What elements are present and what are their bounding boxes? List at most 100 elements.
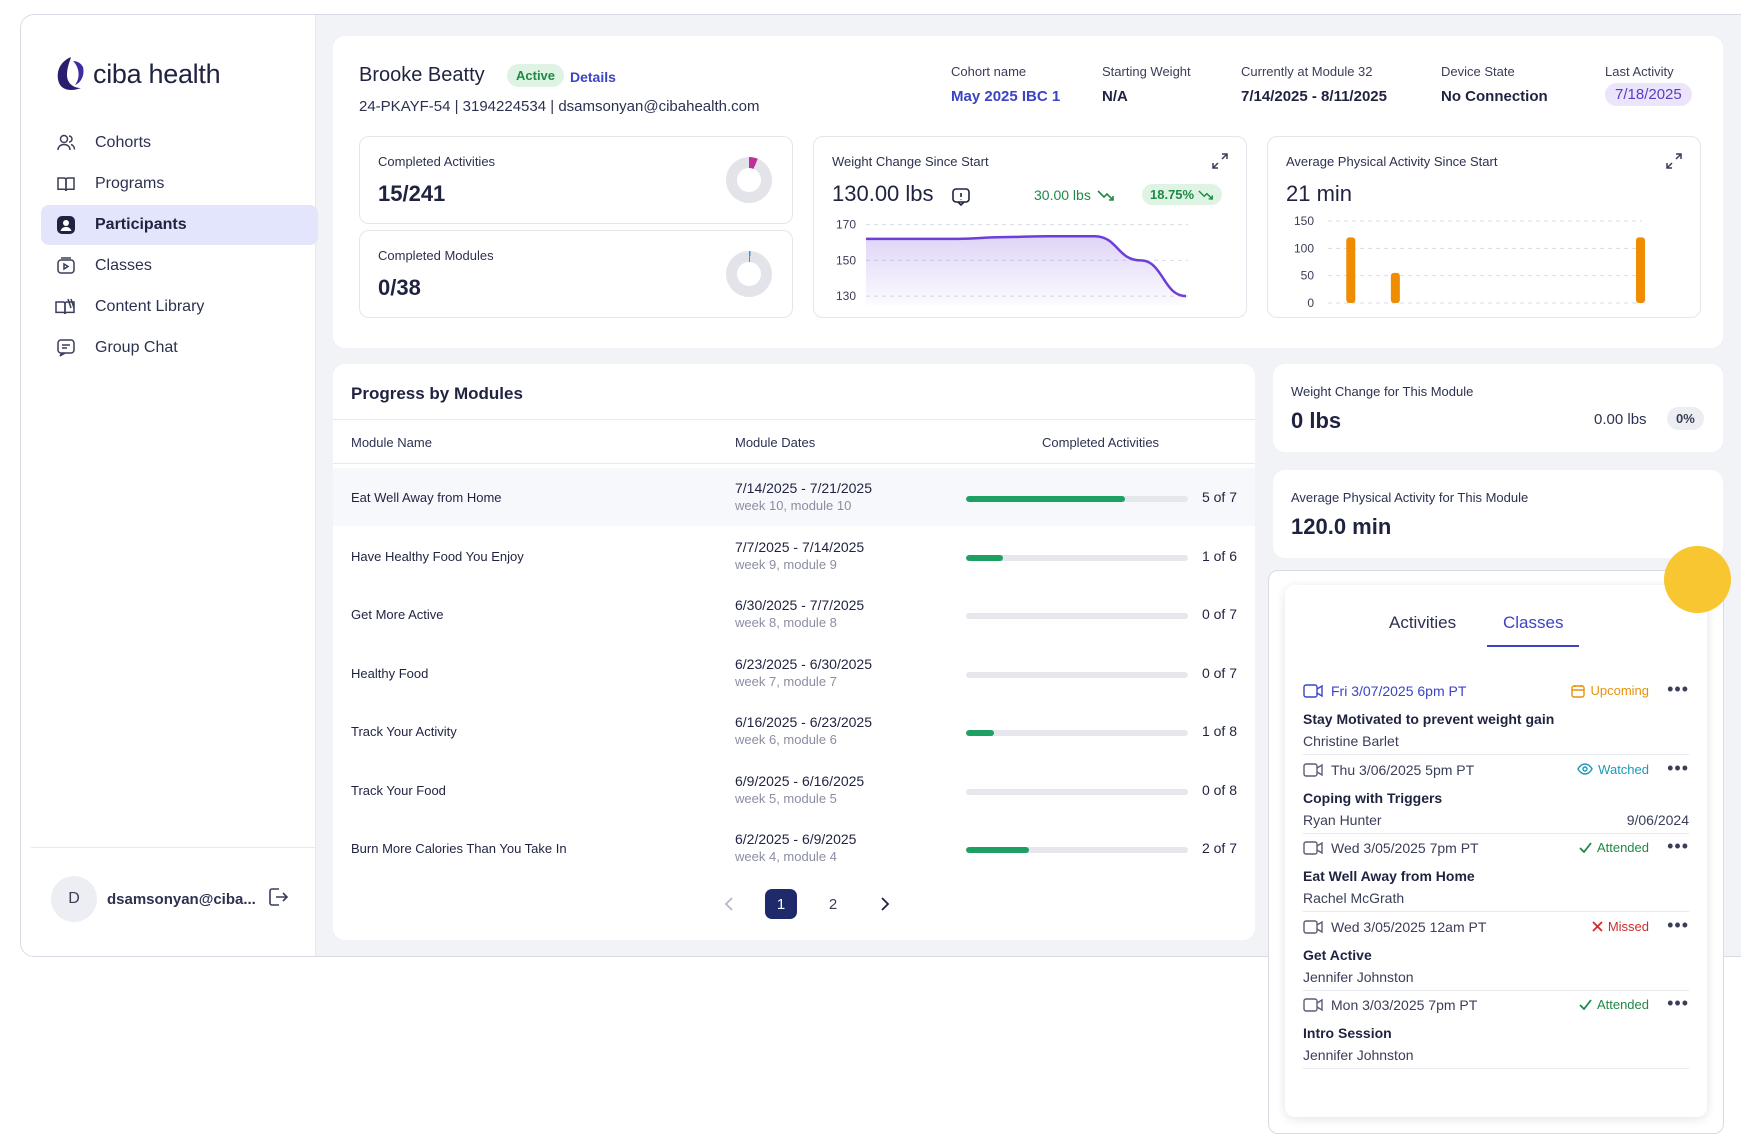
more-options-icon[interactable]: ••• (1667, 914, 1689, 935)
device-state-value: No Connection (1441, 88, 1548, 105)
completed-activities-label: Completed Activities (378, 154, 496, 169)
book-icon (55, 173, 77, 195)
module-week: week 8, module 8 (735, 615, 837, 630)
more-options-icon[interactable]: ••• (1667, 679, 1689, 699)
class-item[interactable]: Fri 3/07/2025 6pm PT Upcoming ••• Stay M… (1303, 669, 1689, 755)
module-week: week 9, module 9 (735, 556, 837, 572)
module-dates: 6/9/2025 - 6/16/2025 week 5, module 5 (735, 773, 864, 806)
logo[interactable]: ciba health (51, 55, 221, 93)
more-options-icon[interactable]: ••• (1667, 757, 1689, 778)
expand-icon[interactable] (1212, 153, 1228, 174)
ciba-logo-icon (57, 57, 84, 91)
module-progress-bar (966, 554, 1188, 561)
chevron-left-icon (724, 897, 733, 911)
table-row[interactable]: Healthy Food 6/23/2025 - 6/30/2025 week … (333, 644, 1255, 702)
sidebar-item-label: Participants (95, 216, 187, 233)
table-row[interactable]: Track Your Food 6/9/2025 - 6/16/2025 wee… (333, 761, 1255, 819)
sidebar-item-label: Content Library (95, 298, 205, 315)
class-date-row: Wed 3/05/2025 7pm PT (1303, 840, 1479, 856)
classes-popup: Activities Classes Fri 3/07/2025 6pm PT … (1285, 585, 1707, 1117)
more-options-icon[interactable]: ••• (1667, 993, 1689, 1013)
class-host: Christine Barlet (1303, 733, 1399, 749)
weight-change-card: Weight Change Since Start 130.00 lbs 30.… (813, 136, 1247, 318)
class-status-label: Attended (1596, 997, 1649, 1012)
y-tick-label: 130 (836, 289, 856, 303)
sidebar-item-content-library[interactable]: Content Library (41, 287, 318, 327)
progress-by-modules: Progress by Modules Module Name Module D… (333, 364, 1255, 940)
cohort-link[interactable]: May 2025 IBC 1 (951, 88, 1061, 105)
users-icon (55, 132, 77, 154)
user-email: dsamsonyan@ciba... (107, 890, 256, 908)
prev-page-button[interactable] (713, 889, 745, 919)
physical-activity-value: 21 min (1286, 181, 1353, 206)
physical-activity-card: Average Physical Activity Since Start 21… (1267, 136, 1701, 318)
module-name: Eat Well Away from Home (351, 490, 502, 505)
module-date-range: 6/2/2025 - 6/9/2025 (735, 831, 857, 847)
table-row[interactable]: Track Your Activity 6/16/2025 - 6/23/202… (333, 702, 1255, 760)
class-date: Wed 3/05/2025 12am PT (1331, 918, 1487, 935)
cohort-meta: Cohort name May 2025 IBC 1 (951, 64, 1060, 105)
logout-icon[interactable] (267, 886, 289, 913)
participant-header: Brooke Beatty Active Details 24-PKAYF-54… (333, 36, 1723, 348)
activity-chart: 150 100 50 0 (1294, 215, 1645, 310)
page-2-button[interactable]: 2 (828, 895, 838, 913)
tab-activities[interactable]: Activities (1389, 613, 1457, 632)
device-state-meta: Device State No Connection (1441, 64, 1548, 105)
module-progress-fill (966, 730, 994, 736)
class-item[interactable]: Thu 3/06/2025 5pm PT Watched ••• Coping … (1303, 748, 1689, 834)
module-name: Healthy Food (351, 665, 429, 681)
sidebar-item-classes[interactable]: Classes (41, 246, 318, 286)
table-row[interactable]: Get More Active 6/30/2025 - 7/7/2025 wee… (333, 585, 1255, 643)
class-title: Eat Well Away from Home (1303, 868, 1475, 884)
class-date-row: Thu 3/06/2025 5pm PT (1303, 762, 1474, 778)
module-count: 0 of 8 (1201, 781, 1237, 798)
table-row[interactable]: Have Healthy Food You Enjoy 7/7/2025 - 7… (333, 527, 1255, 585)
class-item[interactable]: Mon 3/03/2025 7pm PT Attended ••• Intro … (1303, 983, 1689, 1069)
module-count: 0 of 7 (1201, 664, 1237, 681)
sidebar-item-group-chat[interactable]: Group Chat (41, 328, 318, 368)
class-status: Attended (1579, 840, 1649, 855)
module-name: Burn More Calories Than You Take In (351, 841, 567, 856)
module-progress-fill (966, 496, 1125, 502)
tab-classes[interactable]: Classes (1487, 613, 1580, 647)
sidebar-item-cohorts[interactable]: Cohorts (41, 123, 318, 163)
module-activity-value: 120.0 min (1291, 514, 1392, 539)
module-name: Track Your Food (351, 782, 446, 798)
module-name: Have Healthy Food You Enjoy (351, 548, 524, 564)
check-icon (1579, 842, 1592, 853)
progress-title: Progress by Modules (351, 384, 523, 403)
table-row[interactable]: Eat Well Away from Home 7/14/2025 - 7/21… (333, 468, 1255, 526)
sidebar-item-label: Classes (95, 257, 152, 274)
class-status: Watched (1577, 762, 1649, 777)
class-date-row: Mon 3/03/2025 7pm PT (1303, 997, 1477, 1013)
sidebar-item-programs[interactable]: Programs (41, 164, 318, 204)
class-date-row: Wed 3/05/2025 12am PT (1303, 919, 1486, 935)
trend-down-icon (1198, 190, 1214, 200)
info-comment-icon[interactable] (951, 187, 971, 212)
details-link[interactable]: Details (570, 69, 616, 85)
module-dates: 6/30/2025 - 7/7/2025 week 8, module 8 (735, 597, 864, 630)
class-extra-date: 9/06/2024 (1626, 811, 1689, 828)
table-header: Module Name Module Dates Completed Activ… (333, 419, 1255, 464)
class-title: Intro Session (1303, 1025, 1392, 1041)
expand-icon[interactable] (1666, 153, 1682, 174)
class-status: Attended (1579, 997, 1649, 1012)
current-module-value: 7/14/2025 - 8/11/2025 (1241, 88, 1387, 105)
completed-modules-label: Completed Modules (378, 248, 494, 263)
next-page-button[interactable] (869, 889, 901, 919)
module-progress-bar (966, 613, 1188, 619)
page-1-button[interactable]: 1 (765, 889, 797, 919)
class-status-label: Missed (1607, 918, 1649, 934)
avatar[interactable]: D (51, 876, 97, 922)
sidebar-item-participants[interactable]: Participants (41, 205, 318, 245)
last-activity-label: Last Activity (1605, 64, 1674, 79)
popup-tabs: Activities Classes (1285, 613, 1707, 653)
sidebar-item-label: Group Chat (95, 339, 178, 356)
module-week: week 6, module 6 (735, 732, 837, 747)
class-item[interactable]: Wed 3/05/2025 7pm PT Attended ••• Eat We… (1303, 826, 1689, 912)
chevron-right-icon (881, 897, 890, 911)
table-row[interactable]: Burn More Calories Than You Take In 6/2/… (333, 819, 1255, 877)
more-options-icon[interactable]: ••• (1667, 836, 1689, 856)
class-item[interactable]: Wed 3/05/2025 12am PT Missed ••• Get Act… (1303, 905, 1689, 991)
module-week: week 7, module 7 (735, 673, 837, 689)
